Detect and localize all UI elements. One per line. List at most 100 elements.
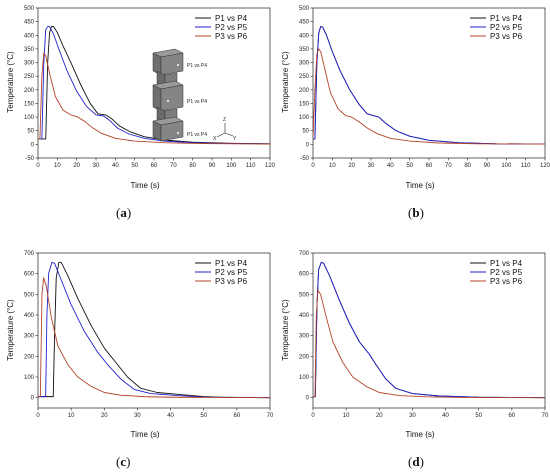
x-tick-label: 90 [209, 163, 216, 169]
y-tick-label: 300 [299, 61, 310, 67]
x-tick-label: 30 [93, 163, 100, 169]
y-tick-label: 100 [24, 375, 35, 381]
y-tick-label: 500 [24, 6, 35, 12]
y-tick-label: 350 [24, 47, 35, 53]
x-tick-label: 20 [101, 413, 108, 419]
chart-panel-a: Temperature (°C) Time (s) 0 10 20 30 40 50 60 7… [6, 6, 276, 190]
series-line-p2-vs-p5 [38, 261, 270, 399]
x-axis-label: Time (s) [130, 181, 159, 190]
legend-entry: P3 vs P6 [215, 277, 248, 286]
x-tick-label: 0 [311, 413, 315, 419]
x-tick-label: 40 [167, 413, 174, 419]
y-tick-label: 50 [302, 129, 309, 135]
inset-label-top: P1 vs P4 [187, 63, 207, 69]
x-tick-label: 70 [445, 163, 452, 169]
x-tick-label: 60 [426, 163, 433, 169]
y-axis-label: Temperature (°C) [281, 299, 290, 361]
y-tick-label: 700 [24, 251, 35, 257]
plot-frame [312, 252, 546, 409]
chart-panel-c: Temperature (°C) Time (s) 0 10 20 30 40 50 60 7… [6, 251, 274, 439]
y-tick-label: 100 [299, 115, 310, 121]
legend-entry: P1 vs P4 [490, 259, 523, 268]
triad-z-label: Z [223, 117, 226, 123]
x-tick-label: 30 [368, 163, 375, 169]
y-tick-label: 150 [299, 101, 310, 107]
x-tick-label: 50 [475, 413, 482, 419]
series-line-p3-vs-p6 [38, 277, 270, 399]
triad-y-label: Y [233, 136, 237, 142]
legend-entry: P1 vs P4 [215, 14, 248, 23]
y-tick-label: 350 [299, 47, 310, 53]
series-line-p2-vs-p5 [313, 261, 545, 399]
y-tick-label: 100 [24, 115, 35, 121]
x-tick-label: 120 [540, 163, 550, 169]
y-tick-label: 300 [299, 334, 310, 340]
x-tick-label: 50 [200, 413, 207, 419]
y-tick-label: 200 [299, 354, 310, 360]
y-tick-label: 600 [24, 272, 35, 278]
x-tick-label: 10 [343, 413, 350, 419]
series-line-p2-vs-p5 [38, 26, 270, 145]
chart-panel-b: Temperature (°C) Time (s) 0 10 20 30 40 50 60 7… [281, 6, 550, 190]
x-tick-label: 50 [131, 163, 138, 169]
triad-x-label: X [213, 136, 217, 142]
y-tick-label: -50 [300, 156, 309, 162]
x-tick-label: 110 [521, 163, 531, 169]
x-tick-label: 10 [329, 163, 336, 169]
specimen-inset: P1 vs P4 P1 vs P4 P1 vs P4 Z X Y [152, 48, 237, 142]
y-tick-label: 100 [299, 375, 310, 381]
specimen-3d-model [152, 48, 184, 142]
series-line-p3-vs-p6 [313, 289, 545, 399]
legend-entry: P3 vs P6 [215, 32, 248, 41]
y-axis-label-group: Temperature (°C) [6, 51, 15, 113]
x-tick-label: 40 [112, 163, 119, 169]
y-tick-label: 50 [27, 129, 34, 135]
y-tick-label: 0 [31, 142, 35, 148]
x-tick-label: 0 [311, 163, 315, 169]
x-tick-label: 30 [409, 413, 416, 419]
inset-label-bottom: P1 vs P4 [187, 132, 207, 138]
x-tick-label: 80 [189, 163, 196, 169]
x-axis-label: Time (s) [405, 430, 434, 439]
panel-label-d: (d) [408, 454, 424, 469]
legend-entry: P1 vs P4 [490, 14, 523, 23]
panel-label-b: (b) [408, 205, 424, 220]
legend-entry: P2 vs P5 [490, 23, 523, 32]
x-tick-label: 100 [501, 163, 512, 169]
x-tick-label: 0 [36, 163, 40, 169]
x-tick-label: 110 [246, 163, 256, 169]
legend-entry: P1 vs P4 [215, 259, 248, 268]
legend-entry: P3 vs P6 [490, 32, 523, 41]
y-tick-label: -50 [25, 156, 34, 162]
legend-entry: P2 vs P5 [215, 268, 248, 277]
x-axis-label: Time (s) [130, 430, 159, 439]
y-tick-label: 300 [24, 334, 35, 340]
y-axis-label: Temperature (°C) [281, 51, 290, 113]
axis-triad-icon: Z X Y [213, 117, 237, 142]
x-tick-label: 70 [170, 163, 177, 169]
x-tick-label: 0 [36, 413, 40, 419]
y-tick-label: 500 [24, 292, 35, 298]
y-tick-label: 200 [24, 354, 35, 360]
series-line-p3-vs-p6 [38, 52, 270, 145]
y-tick-label: 0 [31, 396, 35, 402]
y-axis-label: Temperature (°C) [6, 299, 15, 361]
x-tick-label: 20 [73, 163, 80, 169]
y-tick-label: 400 [24, 33, 35, 39]
legend-entry: P2 vs P5 [490, 268, 523, 277]
series-line-p3-vs-p6 [313, 48, 545, 145]
x-tick-label: 40 [387, 163, 394, 169]
x-tick-label: 20 [348, 163, 355, 169]
panel-label-c: (c) [116, 454, 131, 469]
series-line-p1-vs-p4 [38, 261, 270, 399]
legend-entry: P2 vs P5 [215, 23, 248, 32]
x-tick-label: 70 [267, 413, 274, 419]
panel-label-a: (a) [116, 205, 132, 220]
x-tick-label: 80 [464, 163, 471, 169]
y-tick-label: 500 [299, 292, 310, 298]
x-tick-label: 10 [68, 413, 75, 419]
y-tick-label: 400 [24, 313, 35, 319]
legend-entry: P3 vs P6 [490, 277, 523, 286]
x-tick-label: 120 [265, 163, 276, 169]
y-tick-label: 600 [299, 272, 310, 278]
